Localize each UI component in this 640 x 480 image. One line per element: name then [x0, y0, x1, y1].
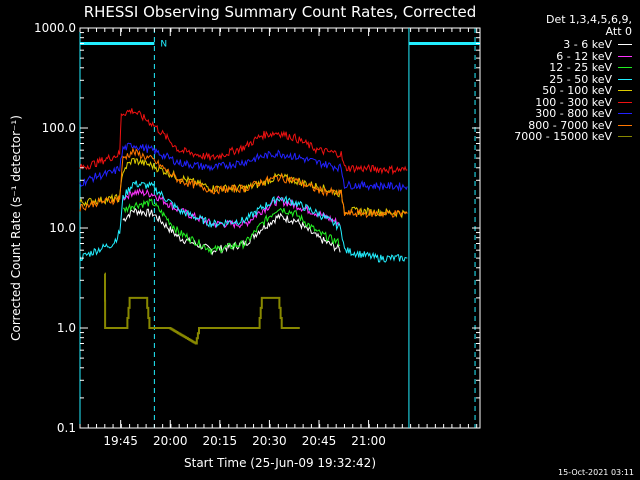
legend-label: 25 - 50 keV — [549, 72, 612, 86]
legend: Det 1,3,4,5,6,9, Att 0 3 - 6 keV 6 - 12 k… — [462, 14, 632, 143]
legend-entry: 100 - 300 keV — [462, 95, 632, 109]
legend-attenuator: Att 0 — [605, 24, 632, 38]
legend-swatch — [618, 55, 632, 57]
series-line-300-800-kev — [79, 142, 408, 192]
legend-header: Det 1,3,4,5,6,9, Att 0 — [462, 14, 632, 37]
x-tick-label: 21:00 — [351, 434, 386, 448]
legend-swatch — [618, 113, 632, 115]
y-tick-label: 10.0 — [49, 221, 76, 235]
legend-entry: 50 - 100 keV — [462, 85, 632, 97]
plot-frame — [79, 27, 481, 429]
legend-label: 50 - 100 keV — [542, 84, 612, 97]
legend-entry: 25 - 50 keV — [462, 72, 632, 86]
x-tick-label: 20:00 — [153, 434, 188, 448]
legend-entry: 3 - 6 keV — [462, 39, 632, 51]
y-axis-label: Corrected Count Rate (s⁻¹ detector⁻¹) — [9, 115, 23, 341]
chart-title: RHESSI Observing Summary Count Rates, Co… — [84, 3, 477, 21]
legend-swatch — [618, 67, 632, 69]
legend-label: 3 - 6 keV — [563, 38, 612, 51]
legend-swatch — [618, 78, 632, 80]
x-tick-label: 20:15 — [203, 434, 238, 448]
legend-swatch — [618, 124, 632, 126]
legend-label: 800 - 7000 keV — [528, 118, 612, 132]
y-tick-label: 100.0 — [42, 121, 76, 135]
night-label: N — [160, 39, 167, 49]
legend-label: 12 - 25 keV — [549, 61, 612, 74]
series-line-12-25-kev — [123, 198, 341, 256]
series-line-7000-15000-kev — [104, 272, 300, 345]
x-axis-label: Start Time (25-Jun-09 19:32:42) — [184, 456, 376, 470]
legend-swatch — [618, 90, 632, 92]
y-tick-label: 1000.0 — [34, 21, 76, 35]
legend-label: 6 - 12 keV — [556, 49, 612, 63]
x-tick-label: 20:45 — [302, 434, 337, 448]
legend-entry: 800 - 7000 keV — [462, 118, 632, 132]
render-timestamp: 15-Oct-2021 03:11 — [558, 468, 634, 477]
legend-label: 300 - 800 keV — [535, 107, 612, 120]
x-tick-label: 19:45 — [103, 434, 138, 448]
x-tick-label: 20:30 — [252, 434, 287, 448]
series-line-800-7000-kev — [79, 146, 408, 219]
series-line-25-50-kev — [79, 180, 408, 263]
y-tick-label: 0.1 — [57, 421, 76, 435]
legend-entry: 7000 - 15000 keV — [462, 131, 632, 143]
legend-entry: 6 - 12 keV — [462, 49, 632, 63]
series-line-100-300-kev — [79, 108, 408, 176]
legend-swatch — [618, 136, 632, 138]
legend-label: 100 - 300 keV — [535, 95, 612, 109]
legend-entry: 300 - 800 keV — [462, 108, 632, 120]
legend-label: 7000 - 15000 keV — [514, 130, 612, 143]
series-line-50-100-kev — [79, 157, 408, 219]
legend-entry: 12 - 25 keV — [462, 62, 632, 74]
y-tick-label: 1.0 — [57, 321, 76, 335]
series-line-3-6-kev — [122, 207, 341, 256]
legend-detectors: Det 1,3,4,5,6,9, — [545, 13, 632, 26]
legend-swatch — [618, 101, 632, 103]
legend-swatch — [618, 44, 632, 46]
